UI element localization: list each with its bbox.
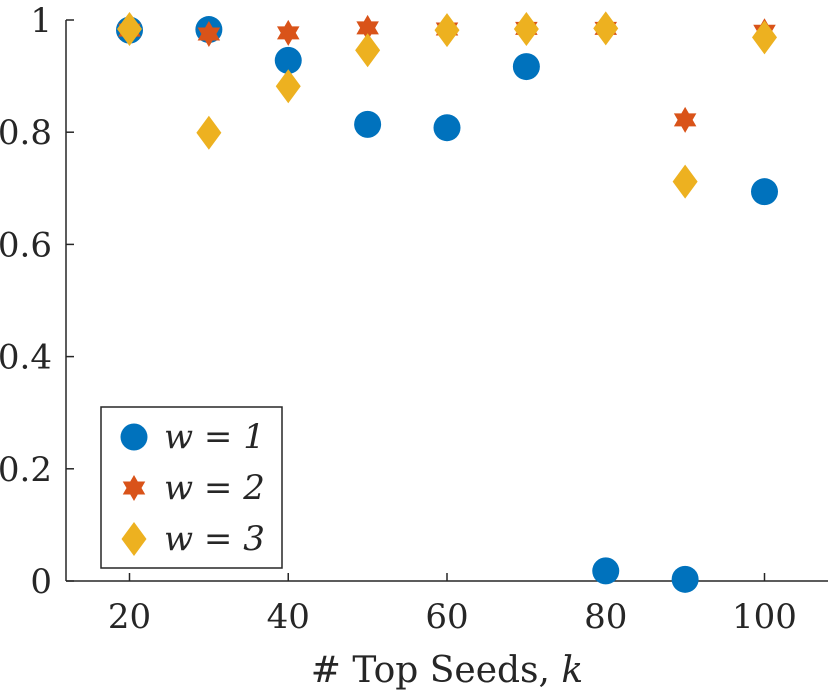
x-tick-label: 40: [267, 597, 310, 637]
y-tick-label: 1: [30, 1, 52, 41]
x-tick-label: 20: [108, 597, 151, 637]
data-marks: [116, 11, 778, 593]
y-tick-label: 0: [30, 562, 52, 602]
legend-marker-w1: [120, 423, 148, 451]
data-point-w2: [356, 14, 379, 41]
x-axis-label: # Top Seeds, k: [311, 650, 584, 691]
series-w3: [117, 11, 777, 199]
x-tick-label: 60: [425, 597, 468, 637]
data-point-w3: [275, 69, 301, 104]
data-point-w2: [673, 106, 697, 133]
legend-label-w2: w = 2: [164, 468, 265, 508]
data-point-w3: [513, 11, 539, 46]
data-point-w3: [752, 20, 777, 55]
y-tick-label: 0.6: [0, 225, 52, 265]
legend: w = 1 w = 2 w = 3: [100, 406, 283, 569]
data-point-w3: [196, 115, 222, 150]
y-tick-label: 0.2: [0, 450, 52, 490]
legend-label-w1: w = 1: [164, 417, 265, 457]
data-point-w1: [354, 110, 382, 138]
legend-label-w3: w = 3: [164, 519, 265, 559]
data-point-w1: [512, 53, 540, 81]
data-point-w3: [355, 33, 381, 68]
y-tick-label: 0.4: [0, 338, 52, 378]
y-tick-label: 0.8: [0, 113, 52, 153]
legend-marker-w2: [122, 475, 146, 501]
axes: 20 40 60 80 100 0 0.2 0.4 0.6 0.8 1: [0, 1, 828, 637]
data-point-w1: [751, 178, 778, 206]
data-point-w1: [671, 565, 699, 593]
data-point-w1: [433, 114, 461, 142]
data-point-w1: [592, 557, 620, 585]
data-point-w3: [672, 164, 698, 199]
data-point-w3: [593, 11, 619, 46]
legend-marker-w3: [121, 522, 147, 556]
data-point-w3: [117, 11, 142, 46]
x-tick-label: 80: [584, 597, 627, 637]
x-tick-label: 100: [732, 597, 797, 637]
data-point-w2: [276, 19, 300, 46]
data-point-w3: [434, 13, 460, 48]
data-point-w1: [274, 46, 302, 74]
data-point-w2: [197, 21, 221, 48]
